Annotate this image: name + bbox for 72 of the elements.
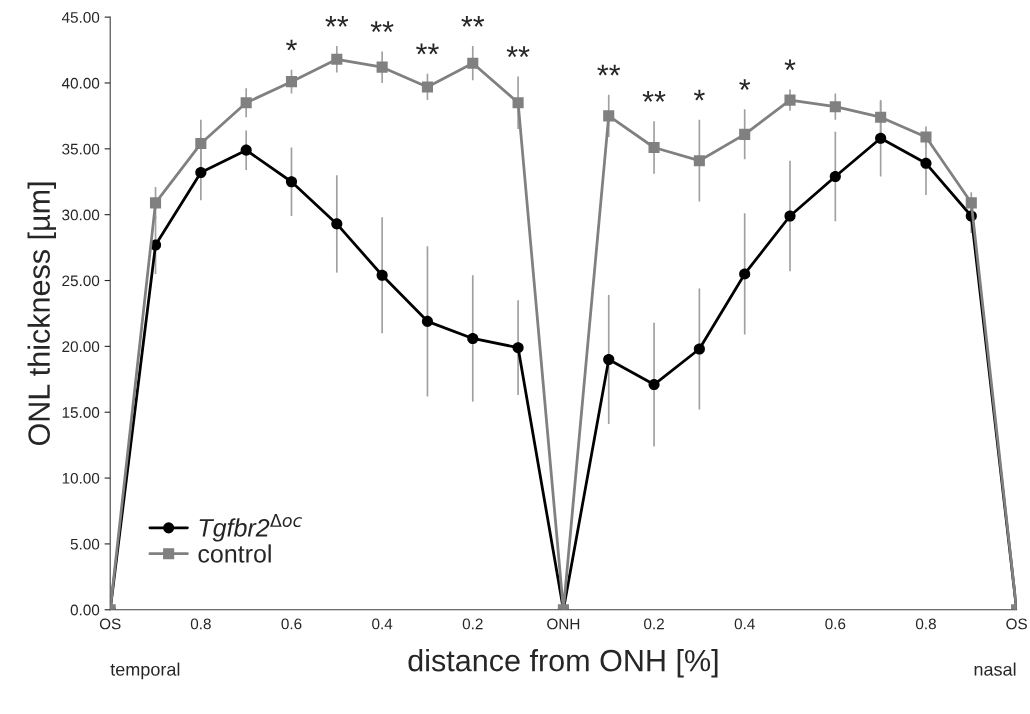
point (467, 57, 479, 69)
point (149, 197, 162, 209)
y-tick-label: 40.00 (61, 77, 100, 89)
legend-label: Tgfbr2$^{Δoc}$ (199, 514, 302, 542)
point (603, 353, 615, 366)
point (240, 144, 252, 156)
x-tick-label: 0.8 (190, 618, 211, 630)
data-label: * (693, 89, 705, 101)
y-tick-label: 45.00 (61, 12, 100, 23)
point (739, 268, 751, 280)
point (648, 379, 660, 391)
x-tick-label: 0.6 (825, 618, 846, 630)
data-label: ** (416, 43, 439, 55)
point (784, 94, 796, 106)
y-tick-label: 0.00 (70, 604, 100, 616)
point (331, 218, 343, 230)
point (512, 97, 524, 109)
y-tick-label: 10.00 (62, 472, 100, 484)
point (648, 141, 660, 154)
data-label: ** (370, 21, 394, 32)
point (467, 332, 479, 345)
data-label: * (286, 39, 297, 51)
point (965, 197, 977, 209)
y-tick-label: 25.00 (62, 275, 100, 287)
point (421, 315, 434, 327)
point (693, 343, 705, 355)
x-axis-title: distance from ONH [%] (408, 649, 718, 678)
point (240, 97, 252, 109)
x-tick-label: 0.8 (915, 618, 936, 630)
point (376, 269, 388, 281)
legend-label: control (198, 544, 271, 563)
y-tick-label: 5.00 (70, 538, 100, 550)
point (784, 210, 796, 222)
point (875, 132, 887, 144)
point (920, 131, 932, 143)
point (376, 61, 388, 73)
text: nasal (974, 662, 1016, 676)
x-tick-label: OS (1006, 618, 1027, 630)
x-tick-label: 0.2 (644, 618, 664, 630)
point (285, 176, 298, 188)
point (603, 110, 615, 122)
data-label: * (739, 79, 751, 90)
y-tick-label: 35.00 (62, 143, 100, 155)
point (421, 81, 434, 93)
data-label: ** (506, 46, 530, 57)
text: temporal (110, 662, 180, 680)
data-label: ** (597, 64, 621, 76)
y-tick-label: 30.00 (62, 209, 100, 221)
point (920, 157, 932, 169)
point (195, 138, 207, 150)
y-tick-label: 15.00 (62, 407, 100, 418)
point (693, 155, 705, 167)
y-tick-label: 20.00 (62, 341, 100, 353)
point (285, 76, 298, 88)
x-tick-label: 0.4 (734, 618, 755, 630)
x-tick-label: 0.4 (372, 618, 393, 630)
x-tick-label: OS (99, 618, 121, 630)
x-tick-label: 0.2 (462, 618, 483, 630)
point (512, 342, 524, 354)
point (829, 101, 841, 113)
point (829, 170, 841, 183)
x-tick-label: 0.6 (281, 618, 302, 630)
data-label: ** (642, 91, 666, 102)
point (331, 53, 343, 65)
data-label: * (784, 59, 796, 71)
point (875, 111, 887, 123)
y-axis-title: ONL thickness [µm] (27, 182, 57, 446)
data-label: ** (461, 15, 485, 27)
point (195, 166, 207, 179)
data-label: ** (325, 15, 349, 27)
x-tick-label: ONH (547, 618, 580, 630)
point (739, 128, 751, 140)
